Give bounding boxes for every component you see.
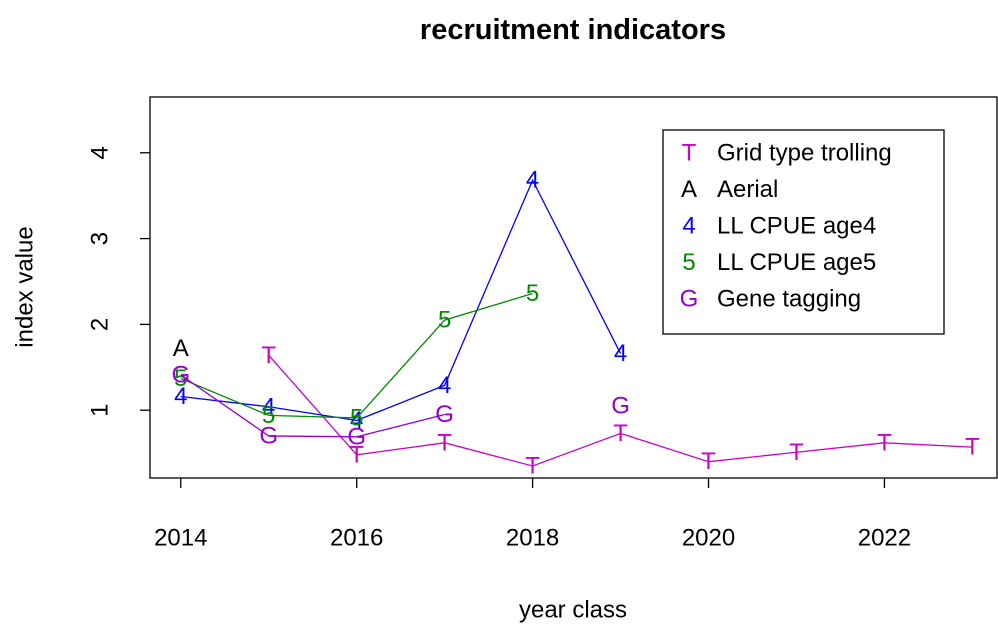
legend-symbol: G	[680, 286, 699, 313]
x-tick-label: 2022	[858, 525, 911, 552]
point-symbol: T	[877, 429, 892, 456]
point-symbol: 5	[262, 402, 275, 429]
x-tick-label: 2020	[682, 525, 735, 552]
legend-symbol: 4	[682, 213, 695, 240]
point-symbol: 5	[350, 404, 363, 431]
legend-symbol: A	[681, 176, 697, 203]
point-symbol: A	[173, 335, 189, 362]
point-symbol: T	[349, 441, 364, 468]
series-line	[180, 292, 533, 419]
point-symbol: T	[437, 429, 452, 456]
point-symbol: T	[701, 448, 716, 475]
legend-label: Aerial	[717, 176, 778, 203]
point-symbol: G	[435, 401, 454, 428]
point-symbol: T	[525, 452, 540, 479]
legend-label: LL CPUE age5	[717, 249, 876, 276]
point-symbol: T	[789, 439, 804, 466]
legend-label: LL CPUE age4	[717, 213, 876, 240]
point-symbol: G	[171, 362, 190, 389]
chart-title: recruitment indicators	[420, 14, 726, 46]
point-symbol: G	[611, 392, 630, 419]
point-symbol: 5	[174, 365, 187, 392]
x-tick-label: 2016	[330, 525, 383, 552]
point-symbol: T	[261, 342, 276, 369]
point-symbol: 5	[526, 280, 539, 307]
point-symbol: 5	[438, 307, 451, 334]
plot-frame	[149, 96, 998, 479]
legend-label: Grid type trolling	[717, 140, 892, 167]
x-axis-label: year class	[519, 597, 627, 624]
point-symbol: 4	[614, 340, 627, 367]
point-symbol: T	[613, 420, 628, 447]
y-tick-label: 2	[87, 318, 114, 331]
point-symbol: 4	[174, 383, 187, 410]
x-tick-label: 2014	[154, 525, 207, 552]
x-tick-label: 2018	[506, 525, 559, 552]
legend-symbol: T	[682, 140, 697, 167]
y-axis-label: index value	[12, 226, 39, 347]
point-symbol: 4	[526, 167, 539, 194]
y-tick-label: 3	[87, 232, 114, 245]
point-symbol: G	[347, 423, 366, 450]
legend-label: Gene tagging	[717, 286, 861, 313]
point-symbol: G	[259, 422, 278, 449]
y-tick-label: 1	[87, 404, 114, 417]
point-symbol: 4	[438, 372, 451, 399]
series-line	[268, 354, 973, 467]
legend-box	[662, 129, 945, 335]
legend-symbol: 5	[682, 249, 695, 276]
y-tick-label: 4	[87, 146, 114, 159]
point-symbol: T	[965, 434, 980, 461]
series-line	[180, 178, 622, 422]
